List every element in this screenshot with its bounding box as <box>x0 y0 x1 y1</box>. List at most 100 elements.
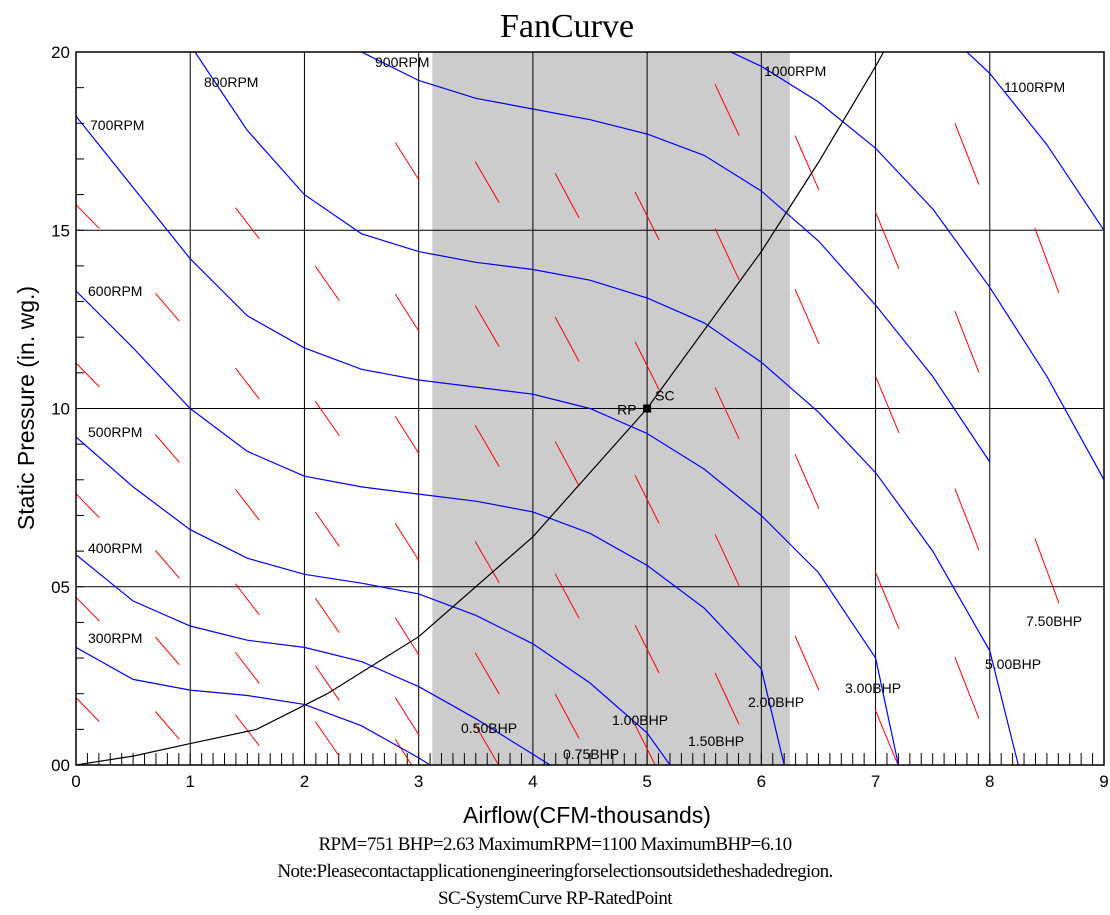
bhp-hatch-mark <box>234 714 260 747</box>
bhp-hatch-mark <box>76 493 100 519</box>
bhp-hatch-mark <box>474 541 500 584</box>
system-curve-label: SC <box>655 388 674 404</box>
bhp-hatch-mark <box>634 624 660 674</box>
bhp-hatch-mark <box>474 161 500 204</box>
bhp-hatch-mark <box>1034 538 1060 604</box>
rpm-curve <box>76 554 551 765</box>
bhp-label: 0.75BHP <box>563 746 619 762</box>
y-tick-label: 15 <box>51 221 70 240</box>
bhp-hatch-mark <box>394 697 420 736</box>
bhp-hatch-mark <box>154 434 180 463</box>
bhp-hatch-mark <box>954 123 980 185</box>
bhp-hatch-mark <box>314 400 340 437</box>
rpm-curve <box>194 52 1019 765</box>
bhp-hatch-mark <box>394 617 420 656</box>
footer-legend: SC-SystemCurve RP-RatedPoint <box>438 888 673 909</box>
bhp-hatch-mark <box>76 203 100 229</box>
bhp-hatch-mark <box>154 711 180 740</box>
bhp-hatch-mark <box>954 657 980 719</box>
rpm-label: 1100RPM <box>1004 79 1065 95</box>
bhp-label: 1.50BHP <box>688 733 744 749</box>
rpm-label: 900RPM <box>375 54 429 70</box>
bhp-hatch-mark <box>634 191 660 241</box>
x-tick-label: 5 <box>642 772 651 791</box>
bhp-hatch-mark <box>76 362 100 388</box>
bhp-hatch-mark <box>474 305 500 348</box>
rpm-label: 500RPM <box>88 424 142 440</box>
rpm-curve <box>76 290 785 765</box>
bhp-hatch-mark <box>394 738 413 765</box>
y-tick-label: 20 <box>51 43 70 62</box>
bhp-hatch-mark <box>234 583 260 616</box>
bhp-hatch-mark <box>314 597 340 634</box>
bhp-hatch-mark <box>714 84 740 136</box>
bhp-hatch-mark <box>474 425 500 467</box>
bhp-hatch-mark <box>474 724 500 765</box>
bhp-hatch-mark <box>714 534 740 586</box>
x-tick-label: 6 <box>757 772 766 791</box>
bhp-hatch-mark <box>954 488 980 551</box>
bhp-hatch-mark <box>794 135 820 191</box>
rpm-label: 600RPM <box>88 283 142 299</box>
bhp-hatch-mark <box>794 635 820 691</box>
bhp-hatch-mark <box>714 672 740 725</box>
bhp-hatch-mark <box>314 511 340 547</box>
plot-frame <box>75 51 1105 766</box>
bhp-hatch-mark <box>714 387 740 440</box>
bhp-hatch-mark <box>314 721 340 757</box>
rpm-label: 800RPM <box>204 74 258 90</box>
rpm-label: 700RPM <box>90 117 144 133</box>
bhp-hatch-mark <box>394 522 420 562</box>
x-tick-label: 2 <box>300 772 309 791</box>
bhp-hatch-mark <box>394 142 420 181</box>
bhp-hatch-mark <box>794 454 820 510</box>
rated-point-marker <box>643 404 652 413</box>
bhp-label: 3.00BHP <box>845 680 901 696</box>
system-curve <box>76 52 885 765</box>
rpm-label: 400RPM <box>88 540 142 556</box>
bhp-label: 5.00BHP <box>985 656 1041 672</box>
bhp-label: 1.00BHP <box>612 712 668 728</box>
bhp-label: 7.50BHP <box>1026 613 1082 629</box>
x-tick-label: 1 <box>185 772 194 791</box>
x-tick-label: 9 <box>1099 772 1108 791</box>
bhp-hatch-mark <box>234 488 260 521</box>
chart-title: FanCurve <box>500 8 634 45</box>
bhp-hatch-mark <box>554 441 580 487</box>
rpm-curve <box>966 52 1104 231</box>
x-axis-label: Airflow(CFM-thousands) <box>463 802 711 828</box>
bhp-hatch-mark <box>874 374 900 434</box>
footer-note: Note:Pleasecontactapplicationengineering… <box>277 861 833 882</box>
fan-curve-chart: FanCurve 300RPM 400RPM 500RPM 600RPM 700RPM 8… <box>13 8 1109 828</box>
bhp-hatch-mark <box>794 288 820 345</box>
rated-point-label: RP <box>617 402 636 418</box>
bhp-hatch-mark <box>154 636 180 666</box>
bhp-hatch-mark <box>76 697 100 722</box>
bhp-hatch-mark <box>954 310 980 373</box>
bhp-hatch-mark <box>634 341 660 390</box>
x-tick-label: 3 <box>414 772 423 791</box>
rpm-curve <box>76 115 899 765</box>
x-tick-label: 8 <box>985 772 994 791</box>
rpm-curve-group <box>76 52 1104 765</box>
rpm-curve <box>76 646 431 765</box>
bhp-hatch-mark <box>234 207 260 240</box>
x-tick-label: 7 <box>871 772 880 791</box>
bhp-hatch-mark <box>314 265 340 301</box>
bhp-hatch-mark <box>394 416 420 455</box>
y-axis-label: Static Pressure (in. wg.) <box>13 286 39 530</box>
bhp-hatch-mark <box>394 293 420 333</box>
bhp-hatch-mark <box>314 665 340 701</box>
bhp-hatch-mark <box>874 709 899 765</box>
x-tick-label: 0 <box>71 772 80 791</box>
bhp-hatch-mark <box>874 210 900 270</box>
rpm-curve <box>76 436 671 765</box>
y-tick-label: 00 <box>51 756 70 775</box>
bhp-hatch-mark <box>554 173 580 219</box>
bhp-label: 2.00BHP <box>748 694 804 710</box>
bhp-hatch-mark <box>1034 227 1060 294</box>
y-tick-label: 05 <box>51 578 70 597</box>
rpm-label: 1000RPM <box>764 63 826 79</box>
rpm-curve <box>729 52 1104 481</box>
bhp-hatch-mark <box>714 228 740 281</box>
